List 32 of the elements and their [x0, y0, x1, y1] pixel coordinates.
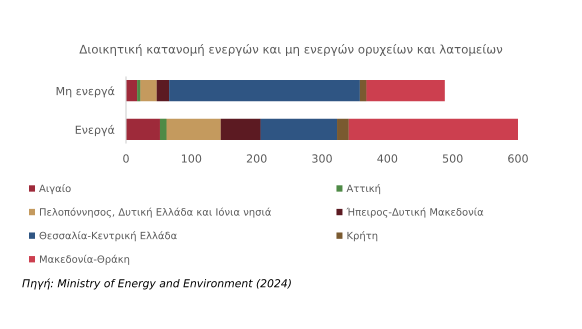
- bar: [220, 118, 261, 140]
- text: Πηγή: Ministry of Energy and Environment (2024): [22, 278, 291, 290]
- x-tick-label: 500: [442, 154, 463, 163]
- legend-label: Αττική: [346, 184, 380, 194]
- x-tick-label: 300: [312, 154, 332, 163]
- x-tick-label: 600: [508, 154, 528, 163]
- bar: [160, 118, 167, 140]
- bar: [166, 118, 221, 140]
- legend-label: Θεσσαλία-Κεντρική Ελλάδα: [40, 231, 177, 242]
- legend-label: Αιγαίο: [39, 184, 71, 194]
- bar: [260, 118, 338, 140]
- bar: [126, 80, 138, 102]
- legend-label: Πελοπόννησος, Δυτική Ελλάδα και Ιόνια νησιά: [40, 208, 271, 218]
- bar: [126, 118, 160, 140]
- bar: [348, 118, 518, 140]
- legend-label: Ήπειρος-Δυτική Μακεδονία: [346, 208, 484, 218]
- x-tick-label: 400: [377, 154, 398, 163]
- bar: [337, 118, 349, 140]
- bar: [360, 80, 366, 102]
- legend-label: Μακεδονία-Θράκη: [40, 254, 130, 265]
- bar: [156, 80, 170, 102]
- chart-title: Διοικητική κατανομή ενεργών και μη ενεργών ορυχείων και λατομείων: [79, 44, 502, 56]
- y-tick-label: Μη ενεργά: [56, 86, 114, 98]
- x-tick-label: 100: [182, 154, 202, 163]
- x-tick-label: 200: [246, 154, 267, 163]
- bar: [366, 80, 445, 102]
- bar: [169, 80, 360, 102]
- bar: [137, 80, 140, 102]
- legend-label: Κρήτη: [347, 231, 378, 242]
- bar: [140, 80, 157, 102]
- y-tick-label: Ενεργά: [76, 124, 114, 136]
- x-tick-label: 0: [123, 154, 129, 163]
